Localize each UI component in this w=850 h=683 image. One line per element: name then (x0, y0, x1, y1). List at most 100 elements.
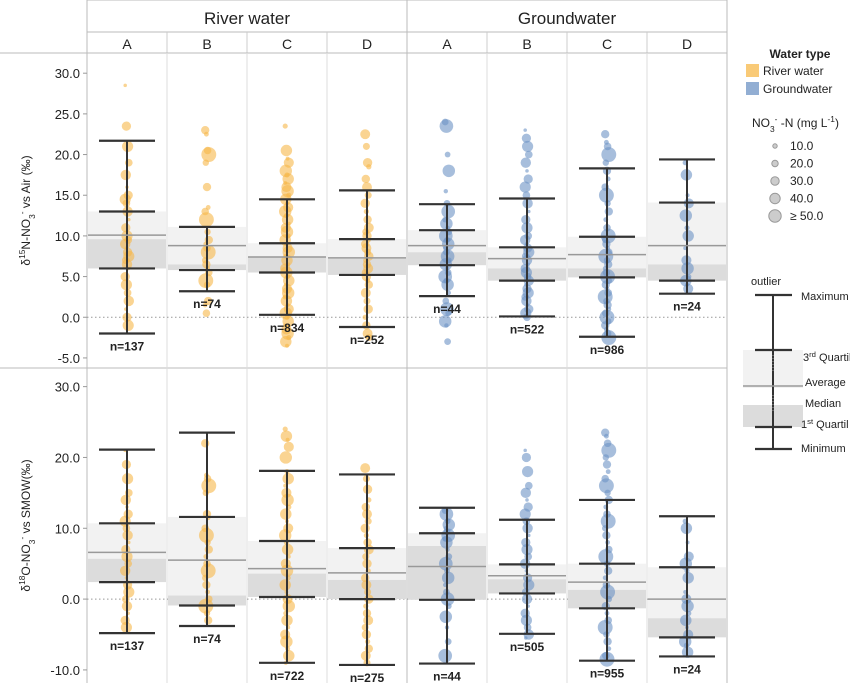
data-point (202, 302, 208, 308)
n-label: n=834 (270, 321, 305, 335)
data-point (285, 343, 289, 348)
data-point (524, 481, 533, 490)
guide-label-part: rd (809, 350, 816, 359)
data-point (282, 472, 294, 485)
data-point (522, 191, 531, 200)
size-legend-title-part: NO (752, 116, 770, 130)
box-4: n=44 (408, 118, 486, 346)
chart-frame: River water Groundwater A B C D A B C D (0, 0, 728, 683)
y-tick-label: 0.0 (62, 310, 80, 325)
data-point (441, 204, 456, 219)
data-point (360, 287, 371, 298)
column-label: A (122, 36, 132, 52)
data-point (200, 563, 216, 579)
column-label: C (602, 36, 612, 52)
y-tick-label: 10.0 (55, 229, 80, 244)
legend-title: Water type (770, 47, 831, 61)
data-point (202, 182, 212, 192)
y-tick-label: 5.0 (62, 270, 80, 285)
n-label: n=24 (673, 300, 701, 314)
y-tick-label: 25.0 (55, 107, 80, 122)
data-point (120, 169, 131, 181)
column-label: B (202, 36, 211, 52)
data-point (364, 280, 373, 289)
box-7: n=24 (648, 515, 726, 676)
y-axis-label-part: 3 (27, 539, 37, 544)
size-legend-title-part: 3 (770, 124, 775, 134)
data-point (203, 131, 209, 137)
box-7: n=24 (648, 158, 726, 314)
n-label: n=275 (350, 671, 385, 683)
data-point (602, 460, 612, 469)
y-axis-label-part: - (17, 211, 27, 214)
column-label: D (362, 36, 372, 52)
data-point (441, 571, 455, 585)
column-label: D (682, 36, 692, 52)
n-label: n=137 (110, 340, 145, 354)
y-axis-label-part: 3 (27, 214, 37, 219)
data-point (363, 615, 374, 626)
n-label: n=955 (590, 667, 625, 681)
n-label: n=522 (510, 322, 545, 336)
data-point (679, 209, 692, 222)
guide-label-part: st (807, 417, 814, 426)
data-point (605, 469, 611, 475)
data-point (439, 119, 454, 133)
data-point (360, 129, 371, 140)
legend-label: Groundwater (763, 82, 832, 96)
data-point (601, 442, 617, 458)
y-axis-label-part: N-NO (19, 219, 33, 250)
y-axis-label-part: 15 (17, 249, 27, 259)
data-point (521, 215, 531, 225)
column-label: B (522, 36, 531, 52)
data-point (521, 452, 532, 463)
data-point (442, 164, 456, 178)
data-point (204, 616, 213, 625)
size-legend-title-part: -1 (827, 114, 835, 124)
data-point (282, 599, 295, 613)
guide-label: Maximum (801, 291, 849, 303)
n-label: n=137 (110, 639, 145, 653)
data-point (280, 144, 293, 157)
legend-swatch (746, 64, 759, 77)
data-point (285, 437, 290, 442)
y-tick-label: 10.0 (55, 521, 80, 536)
data-point (519, 508, 531, 520)
size-legend-title-part: ) (835, 116, 839, 130)
data-point (682, 572, 694, 584)
data-point (201, 439, 210, 448)
data-point (122, 319, 134, 331)
guide-label-part: 1 (801, 419, 807, 431)
data-point (200, 244, 216, 260)
n-label: n=722 (270, 669, 305, 683)
size-legend-circle (770, 176, 780, 186)
guide-label: Minimum (801, 443, 846, 455)
data-point (204, 545, 213, 554)
data-point (600, 513, 616, 529)
boxplot-guide: outlier Maximum 3rd Quartil Average Median 1s… (743, 276, 850, 455)
legend-label: River water (763, 64, 824, 78)
y-tick-label: 30.0 (55, 66, 80, 81)
data-point (444, 638, 452, 645)
data-point (444, 151, 451, 158)
data-point (524, 150, 533, 159)
data-point (279, 579, 291, 591)
data-point (280, 335, 292, 348)
n-label: n=44 (433, 302, 461, 316)
data-point (280, 508, 292, 520)
data-point (360, 198, 370, 209)
data-point (444, 338, 451, 346)
data-point (202, 159, 209, 166)
size-legend-label: ≥ 50.0 (790, 209, 824, 223)
data-point (524, 636, 528, 640)
size-legend-label: 10.0 (790, 139, 814, 153)
size-legend-circle (768, 209, 782, 223)
data-point (443, 188, 448, 194)
data-point (683, 283, 694, 294)
panel-0: 30.0 25.0 20.0 15.0 10.0 5.0 0.0 -5.0 δ15N-NO3- … (17, 66, 727, 366)
data-point (121, 121, 132, 131)
size-legend-circle (771, 159, 779, 168)
size-legend-circle (772, 143, 778, 149)
data-point (438, 648, 453, 663)
